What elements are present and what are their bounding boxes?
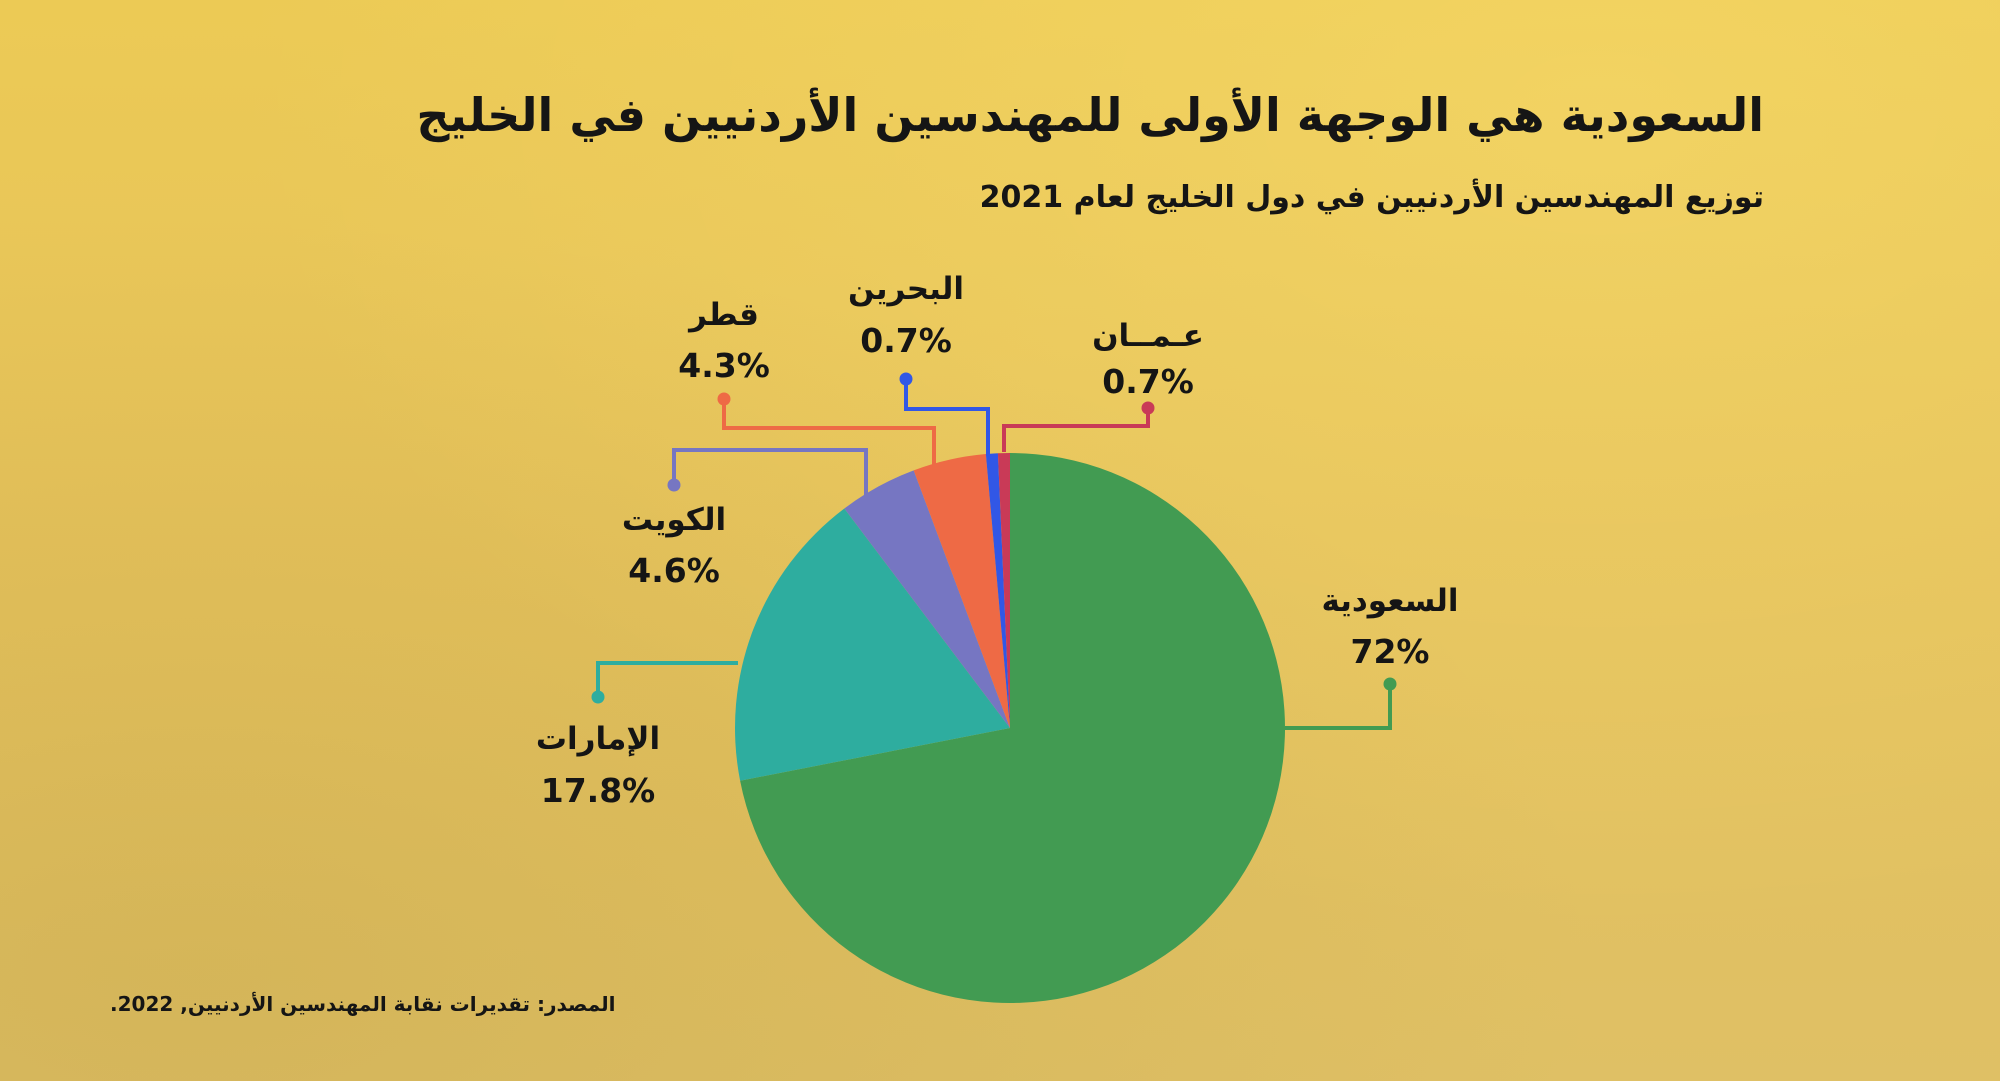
leader-dot [591,690,605,704]
leader-dot [667,478,681,492]
slice-labels: السعودية 72% الإمارات 17.8% الكويت 4.6% قطر 4.3… [536,271,1459,810]
pie-slice [913,454,1010,728]
slice-label: السعودية [1321,583,1458,619]
pie-slice [735,508,1010,781]
slice-label: البحرين [848,271,964,307]
leader-line [722,399,936,469]
leader-line [596,661,738,697]
slice-label: عـمــان [1092,318,1204,354]
leader-dot [899,372,913,386]
leader-dot [1383,677,1397,691]
slice-value-label: 72% [1351,632,1430,671]
slice-value-label: 17.8% [541,771,656,810]
leader-dot [717,392,731,406]
slice-label: الإمارات [536,721,660,757]
pie-slice [985,453,1010,728]
leader-dot [1141,401,1155,415]
slice-label: الكويت [622,502,726,538]
leader-line [1002,408,1150,452]
slice-value-label: 4.6% [628,551,720,590]
pie-slice [740,453,1286,1003]
leader-line [904,379,990,454]
chart-subtitle: توزيع المهندسين الأردنيين في دول الخليج … [979,180,1764,215]
pie-slice [844,470,1010,728]
slice-value-label: 4.3% [678,346,770,385]
source-note: المصدر: تقديرات نقابة المهندسين الأردنيي… [110,992,616,1016]
leader-line [672,448,868,496]
leader-lines [591,372,1397,730]
slice-label: قطر [687,297,759,333]
pie-slice [997,453,1010,728]
leader-line [1285,684,1392,730]
slice-value-label: 0.7% [1102,362,1194,401]
chart-title: السعودية هي الوجهة الأولى للمهندسين الأر… [416,88,1764,142]
slice-value-label: 0.7% [860,321,952,360]
pie-slices [735,453,1286,1003]
